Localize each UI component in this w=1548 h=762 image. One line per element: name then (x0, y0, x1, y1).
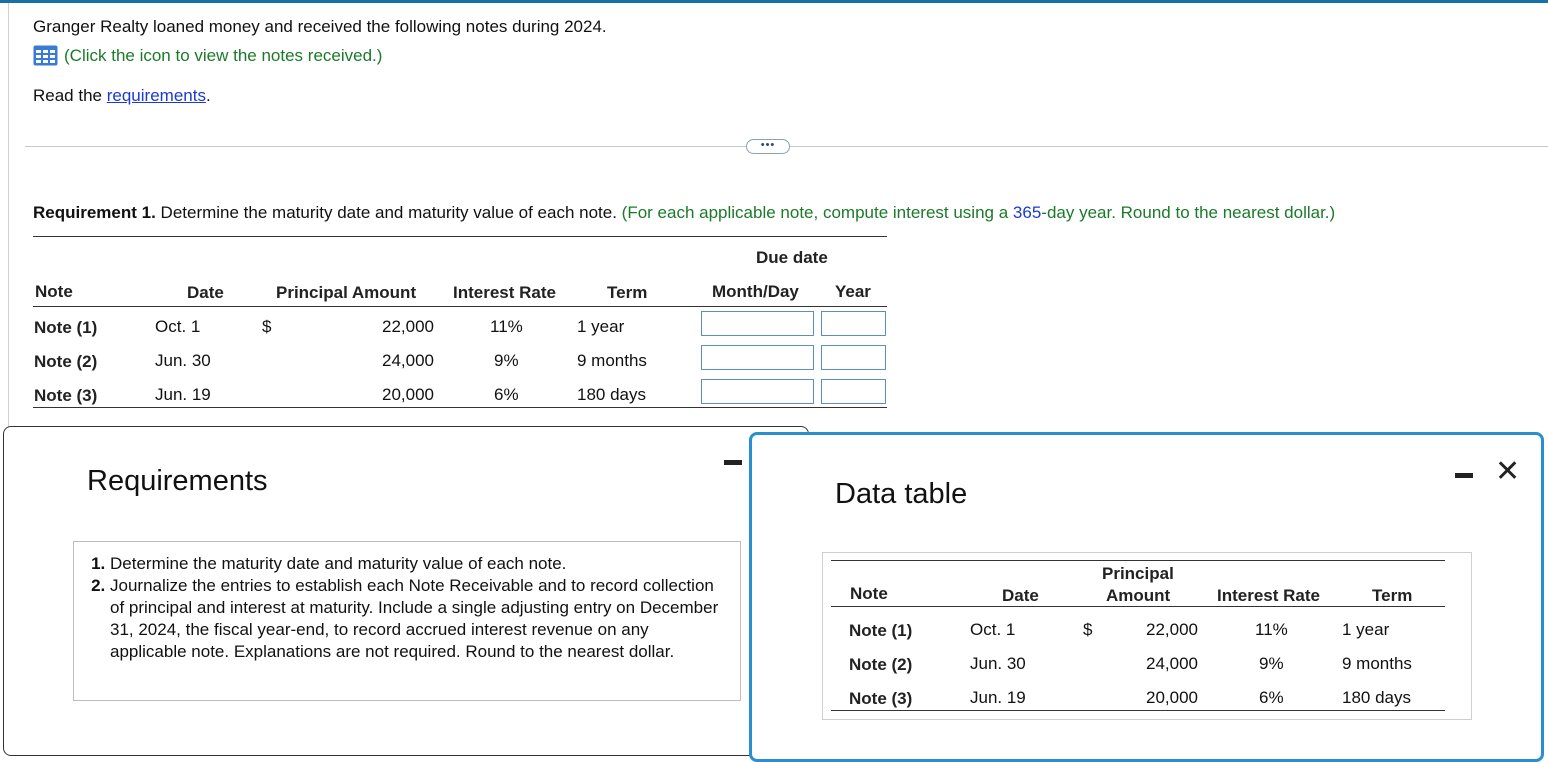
requirement-1-hint-a: (For each applicable note, compute inter… (621, 203, 1013, 222)
read-prefix: Read the (33, 86, 107, 105)
row-1-month-day-input[interactable] (701, 311, 814, 336)
requirements-list: Determine the maturity date and maturity… (86, 553, 728, 663)
data-table-top-rule (831, 560, 1445, 561)
data-table-header-rule (831, 606, 1445, 607)
read-suffix: . (205, 86, 211, 105)
dt-row-1-note: Note (1) (849, 621, 913, 640)
table-header-rule (33, 306, 887, 307)
row-2-principal: 24,000 (382, 351, 434, 370)
row-1-currency: $ (262, 317, 272, 336)
dt-row-3-rate: 6% (1259, 688, 1284, 707)
dt-header-note: Note (850, 584, 888, 603)
intro-text: Granger Realty loaned money and received… (33, 17, 607, 36)
requirement-1-text: Determine the maturity date and maturity… (155, 203, 622, 222)
row-3-term: 180 days (577, 385, 646, 404)
row-1-rate: 11% (490, 317, 523, 336)
notes-data-table: Note Date Principal Amount Interest Rate… (822, 552, 1472, 720)
requirement-1-instruction: Requirement 1. Determine the maturity da… (33, 203, 1335, 223)
row-3-date: Jun. 19 (155, 385, 211, 404)
expand-ellipsis-button[interactable]: ••• (746, 139, 790, 154)
col-header-interest-rate: Interest Rate (453, 283, 556, 302)
row-1-year-input[interactable] (821, 311, 886, 336)
data-table-window: Data table ✕ Note Date Principal Amount … (749, 432, 1544, 762)
dt-header-interest-rate: Interest Rate (1217, 586, 1320, 605)
dt-row-1-date: Oct. 1 (970, 620, 1016, 639)
dt-row-1-currency: $ (1083, 620, 1093, 639)
requirement-1-hint-number: 365 (1012, 203, 1042, 222)
left-rule (8, 3, 9, 443)
row-3-year-input[interactable] (821, 379, 886, 404)
dt-header-principal-line1: Principal (1102, 564, 1174, 583)
row-3-principal: 20,000 (382, 385, 434, 404)
col-header-date: Date (187, 283, 224, 302)
dt-row-2-term: 9 months (1342, 654, 1412, 673)
row-2-month-day-input[interactable] (701, 345, 814, 370)
requirement-1-label: Requirement 1. (33, 203, 156, 222)
col-header-year: Year (835, 282, 871, 301)
dt-row-3-note: Note (3) (849, 689, 913, 708)
close-icon[interactable]: ✕ (1495, 455, 1521, 488)
minimize-button[interactable] (1455, 473, 1473, 478)
row-3-month-day-input[interactable] (701, 379, 814, 404)
row-1-term: 1 year (577, 317, 625, 336)
row-2-date: Jun. 30 (155, 351, 211, 370)
requirements-window: Requirements Determine the maturity date… (3, 426, 809, 756)
requirement-item: Determine the maturity date and maturity… (110, 553, 728, 575)
data-table-icon[interactable] (33, 45, 58, 66)
requirements-window-title: Requirements (87, 465, 268, 497)
row-3-rate: 6% (494, 385, 519, 404)
requirement-item: Journalize the entries to establish each… (110, 575, 728, 663)
dt-row-1-principal: 22,000 (1146, 620, 1198, 639)
col-header-month-day: Month/Day (712, 282, 799, 301)
dt-header-date: Date (1002, 586, 1039, 605)
view-notes-label[interactable]: (Click the icon to view the notes receiv… (64, 45, 383, 65)
dt-row-3-principal: 20,000 (1146, 688, 1198, 707)
top-accent-bar (0, 0, 1548, 3)
row-3-note: Note (3) (34, 386, 98, 405)
dt-header-term: Term (1372, 586, 1413, 605)
data-table-window-title: Data table (835, 478, 968, 510)
requirements-link[interactable]: requirements (106, 86, 206, 105)
dt-row-2-date: Jun. 30 (970, 654, 1026, 673)
dt-row-3-date: Jun. 19 (970, 688, 1026, 707)
dt-row-1-rate: 11% (1255, 620, 1288, 639)
dt-row-2-note: Note (2) (849, 655, 913, 674)
dt-row-2-rate: 9% (1259, 654, 1284, 673)
table-top-rule (33, 236, 887, 237)
col-header-principal: Principal Amount (276, 283, 417, 302)
due-date-header: Due date (756, 248, 828, 267)
row-2-term: 9 months (577, 351, 647, 370)
view-notes-link[interactable]: (Click the icon to view the notes receiv… (33, 45, 382, 66)
data-table-bottom-rule (831, 710, 1445, 711)
col-header-term: Term (607, 283, 648, 302)
row-2-rate: 9% (494, 351, 519, 370)
row-1-note: Note (1) (34, 318, 98, 337)
requirements-list-box: Determine the maturity date and maturity… (73, 541, 741, 701)
row-2-note: Note (2) (34, 352, 98, 371)
row-1-principal: 22,000 (382, 317, 434, 336)
table-bottom-rule (33, 407, 887, 408)
row-2-year-input[interactable] (821, 345, 886, 370)
dt-row-2-principal: 24,000 (1146, 654, 1198, 673)
row-1-date: Oct. 1 (155, 317, 201, 336)
col-header-note: Note (35, 282, 73, 301)
dt-header-principal-line2: Amount (1106, 586, 1171, 605)
minimize-button[interactable] (724, 460, 742, 465)
read-requirements-line: Read the requirements. (33, 86, 211, 106)
dt-row-1-term: 1 year (1342, 620, 1390, 639)
dt-row-3-term: 180 days (1342, 688, 1411, 707)
requirement-1-hint-b: -day year. Round to the nearest dollar.) (1041, 203, 1336, 222)
